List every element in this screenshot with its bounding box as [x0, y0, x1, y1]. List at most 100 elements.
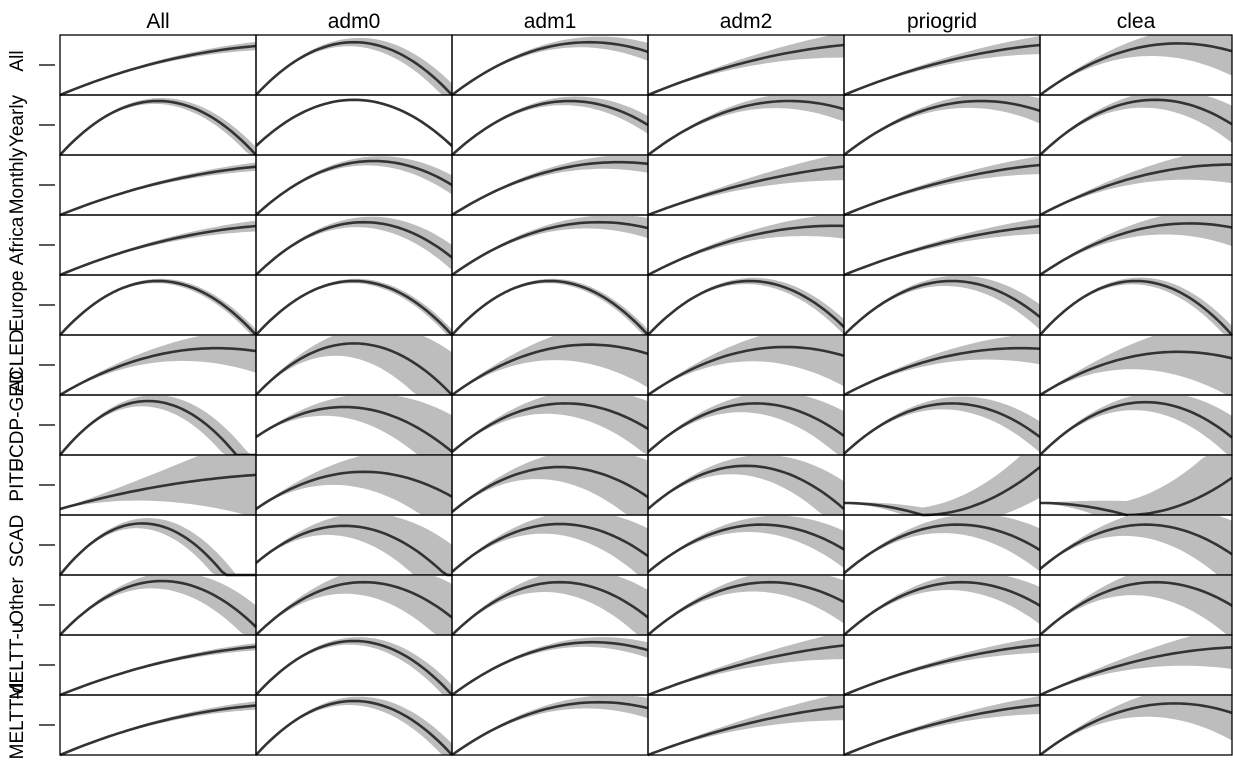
panel [255, 454, 453, 516]
panel [255, 274, 453, 336]
confidence-band [256, 515, 452, 575]
fitted-curve [255, 40, 453, 96]
confidence-band [256, 575, 452, 635]
panel [451, 94, 649, 156]
fitted-curve [451, 640, 649, 697]
confidence-band [452, 36, 648, 95]
fitted-curve [843, 43, 1041, 97]
confidence-band [1040, 695, 1232, 755]
row-title: All [7, 50, 28, 71]
confidence-band [256, 395, 452, 455]
confidence-band [844, 575, 1040, 635]
row-title: MELTT-d [7, 683, 28, 760]
fitted-curve [59, 704, 257, 757]
confidence-band [256, 455, 452, 515]
fitted-curve [59, 579, 257, 636]
confidence-band [648, 335, 844, 395]
column-titles: All adm0 adm1 adm2 priogrid clea [146, 10, 1155, 33]
panel [451, 214, 649, 277]
confidence-band [256, 216, 452, 275]
fitted-curve [647, 165, 845, 217]
fitted-curve [59, 165, 257, 217]
panel [451, 634, 649, 697]
panel [255, 94, 453, 156]
fitted-curve [255, 699, 453, 756]
fitted-curve [1039, 163, 1232, 217]
fitted-curve [647, 523, 845, 574]
confidence-band [648, 35, 844, 95]
fitted-curve [647, 224, 845, 277]
fitted-curve [255, 159, 453, 216]
panel [451, 454, 649, 516]
panel [1039, 274, 1233, 336]
confidence-band [60, 98, 256, 155]
panel [647, 574, 845, 636]
fitted-curve [843, 224, 1041, 277]
confidence-band [256, 696, 452, 755]
confidence-band [844, 156, 1040, 215]
panel-frame [59, 634, 257, 696]
row-title: MELTT-u [7, 623, 28, 700]
fitted-curve [59, 346, 257, 397]
confidence-band [1040, 277, 1232, 335]
fitted-curve [1039, 702, 1233, 757]
panel [647, 214, 845, 277]
confidence-band [1040, 635, 1232, 695]
panel [843, 34, 1041, 97]
confidence-band [452, 455, 648, 515]
confidence-band [60, 335, 256, 395]
confidence-band [844, 95, 1040, 155]
row-title: SCAD [7, 515, 28, 568]
confidence-band [60, 395, 256, 455]
panel-frame [59, 214, 257, 276]
panel [255, 334, 453, 396]
confidence-band [60, 455, 256, 515]
column-title: adm2 [720, 10, 773, 33]
fitted-curve [843, 346, 1041, 397]
confidence-band [844, 275, 1040, 335]
panel [843, 154, 1041, 217]
confidence-band [648, 575, 844, 635]
panel [451, 154, 649, 217]
panel [843, 514, 1041, 576]
confidence-band [60, 162, 256, 215]
fitted-curve [647, 99, 845, 157]
panel [59, 274, 257, 336]
panel [647, 94, 845, 157]
panel [647, 394, 845, 456]
fitted-curve [1039, 98, 1233, 156]
row-title: ACLED [7, 329, 28, 392]
panel [59, 394, 257, 457]
fitted-curve [451, 279, 649, 336]
fitted-curve [59, 44, 257, 97]
row-title: Yearly [7, 94, 28, 147]
panel [255, 634, 453, 696]
column-title: adm0 [328, 10, 381, 33]
panel [451, 574, 649, 636]
panel [647, 694, 845, 757]
panel [843, 574, 1041, 636]
fitted-curve [647, 43, 845, 97]
fitted-curve [451, 522, 649, 573]
panel [451, 334, 649, 397]
fitted-curve [58, 522, 256, 577]
panel [255, 394, 453, 456]
panel [451, 274, 649, 336]
fitted-curve [843, 402, 1041, 455]
panel [843, 694, 1041, 757]
fitted-curve [451, 343, 649, 397]
row-title: Other [7, 577, 28, 625]
confidence-band [844, 637, 1040, 695]
fitted-curve [255, 470, 453, 511]
panel [59, 334, 257, 397]
panel [1039, 514, 1233, 576]
panel [255, 34, 453, 96]
panel [843, 634, 1041, 697]
panel [843, 94, 1041, 157]
fitted-curve [647, 464, 845, 510]
panel [59, 34, 257, 97]
confidence-band [1040, 335, 1232, 395]
row-title: UCDP-GED [7, 370, 28, 471]
